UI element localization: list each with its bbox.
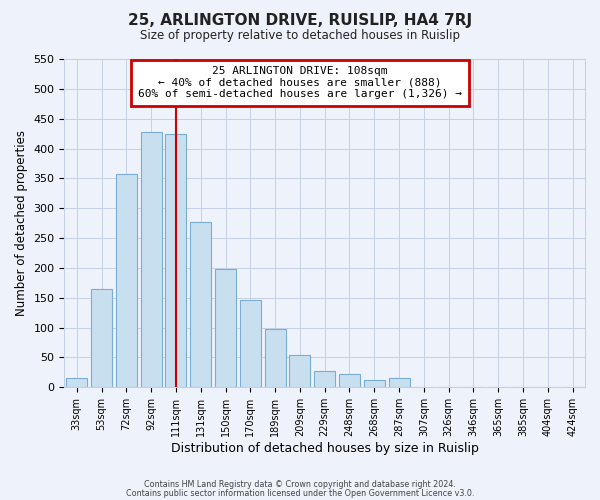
Text: 25 ARLINGTON DRIVE: 108sqm
← 40% of detached houses are smaller (888)
60% of sem: 25 ARLINGTON DRIVE: 108sqm ← 40% of deta… [138,66,462,100]
Text: Size of property relative to detached houses in Ruislip: Size of property relative to detached ho… [140,29,460,42]
Bar [66,378,88,388]
Text: Contains public sector information licensed under the Open Government Licence v3: Contains public sector information licen… [126,488,474,498]
Bar [240,300,261,388]
Bar [190,222,211,388]
Bar [562,387,583,388]
Bar [215,269,236,388]
Bar [289,354,310,388]
Bar [140,132,162,388]
Bar [339,374,360,388]
Bar [91,289,112,388]
Text: Contains HM Land Registry data © Crown copyright and database right 2024.: Contains HM Land Registry data © Crown c… [144,480,456,489]
Bar [438,387,459,388]
X-axis label: Distribution of detached houses by size in Ruislip: Distribution of detached houses by size … [171,442,479,455]
Bar [364,380,385,388]
Bar [314,370,335,388]
Bar [265,330,286,388]
Text: 25, ARLINGTON DRIVE, RUISLIP, HA4 7RJ: 25, ARLINGTON DRIVE, RUISLIP, HA4 7RJ [128,12,472,28]
Bar [116,174,137,388]
Bar [389,378,410,388]
Y-axis label: Number of detached properties: Number of detached properties [15,130,28,316]
Bar [166,134,187,388]
